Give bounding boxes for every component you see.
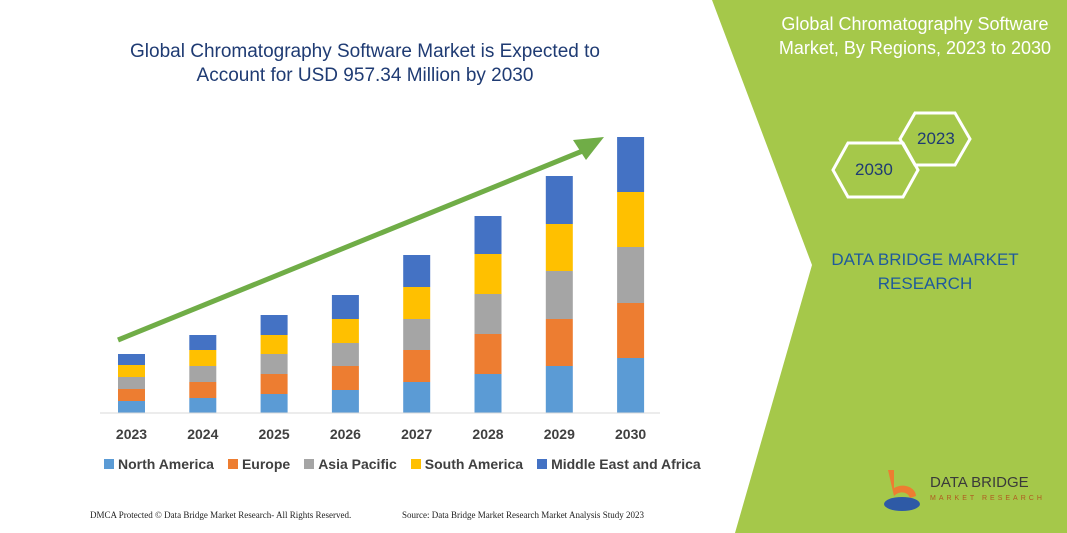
bar-segment — [545, 319, 573, 366]
legend-item: Asia Pacific — [304, 456, 397, 472]
bar-segment — [403, 287, 431, 319]
x-tick-label: 2026 — [330, 426, 361, 442]
bar-segment — [260, 354, 288, 374]
trend-arrow-line — [117, 147, 586, 343]
bar-segment — [260, 374, 288, 394]
logo-icon — [884, 470, 920, 511]
bar-segment — [331, 295, 359, 319]
bar-segment — [118, 365, 145, 377]
x-tick-label: 2027 — [401, 426, 432, 442]
legend-item: Middle East and Africa — [537, 456, 701, 472]
legend-swatch — [227, 459, 238, 469]
bar-segment — [474, 254, 502, 294]
x-tick-label: 2028 — [472, 426, 503, 442]
bar-segment — [545, 366, 573, 413]
bar-segment — [545, 271, 573, 319]
bar-segment — [118, 377, 145, 389]
bar-segment — [260, 335, 288, 354]
logo-text: DATA BRIDGE — [930, 474, 1029, 491]
legend-label: South America — [424, 456, 524, 472]
bar-segment — [545, 224, 573, 271]
hexagon-2023-shape — [898, 111, 972, 167]
legend-item: North America — [104, 456, 214, 472]
legend-label: Europe — [241, 456, 291, 472]
legend-swatch — [104, 459, 114, 469]
x-tick-label: 2023 — [116, 426, 147, 442]
x-tick-label: 2029 — [544, 426, 575, 442]
hexagon-2030-shape — [831, 141, 920, 199]
legend-swatch — [410, 459, 421, 469]
bar-segment — [331, 343, 359, 366]
brand-text: DATA BRIDGE MARKET RESEARCH — [831, 250, 1019, 293]
bar-segment — [331, 390, 359, 413]
bar-segment — [118, 389, 145, 401]
bar-segment — [189, 366, 217, 382]
bar-segment — [403, 350, 431, 382]
legend-label: North America — [118, 456, 214, 472]
bar-segment — [403, 255, 431, 287]
legend: North America Europe Asia Pacific South Ame… — [104, 456, 701, 472]
legend-item: Europe — [227, 456, 291, 472]
trend-arrow-head — [573, 137, 604, 160]
bar-segment — [118, 354, 145, 365]
footer-copyright: DMCA Protected © Data Bridge Market Rese… — [90, 510, 352, 520]
bar-segment — [189, 335, 217, 350]
bar-segment — [403, 382, 431, 413]
bar-segment — [617, 358, 645, 413]
legend-label: Middle East and Africa — [551, 456, 701, 472]
bar-segment — [474, 294, 502, 334]
bar-segment — [189, 398, 217, 413]
bar-segment — [260, 394, 288, 413]
logo-subtext: MARKET RESEARCH — [930, 495, 1045, 502]
legend-swatch — [304, 459, 315, 469]
chart-title: Global Chromatography Software Market is… — [130, 41, 600, 86]
hexagon-2023: 2023 — [917, 129, 955, 148]
bar-segment — [545, 176, 573, 224]
bar-segment — [617, 137, 645, 192]
bar-segment — [474, 334, 502, 374]
bar-segment — [331, 366, 359, 390]
bar-segment — [260, 315, 288, 335]
x-tick-label: 2025 — [259, 426, 290, 442]
bar-segment — [189, 350, 217, 366]
x-tick-label: 2024 — [187, 426, 218, 442]
bar-segment — [331, 319, 359, 343]
bar-segment — [403, 319, 431, 350]
side-panel — [712, 0, 1067, 533]
x-tick-label: 2030 — [615, 426, 646, 442]
bar-segment — [617, 247, 645, 303]
bar-segment — [474, 374, 502, 413]
bar-segment — [617, 192, 645, 247]
bar-segment — [189, 382, 217, 398]
footer-source: Source: Data Bridge Market Research Mark… — [402, 510, 644, 520]
legend-swatch — [537, 459, 548, 469]
side-title: Global Chromatography Software Market, B… — [778, 14, 1052, 58]
legend-label: Asia Pacific — [318, 456, 397, 472]
legend-item: South America — [410, 456, 524, 472]
bar-segment — [474, 216, 502, 254]
bar-segment — [118, 401, 145, 413]
hexagon-2030: 2030 — [855, 160, 893, 179]
bar-segment — [617, 303, 645, 358]
